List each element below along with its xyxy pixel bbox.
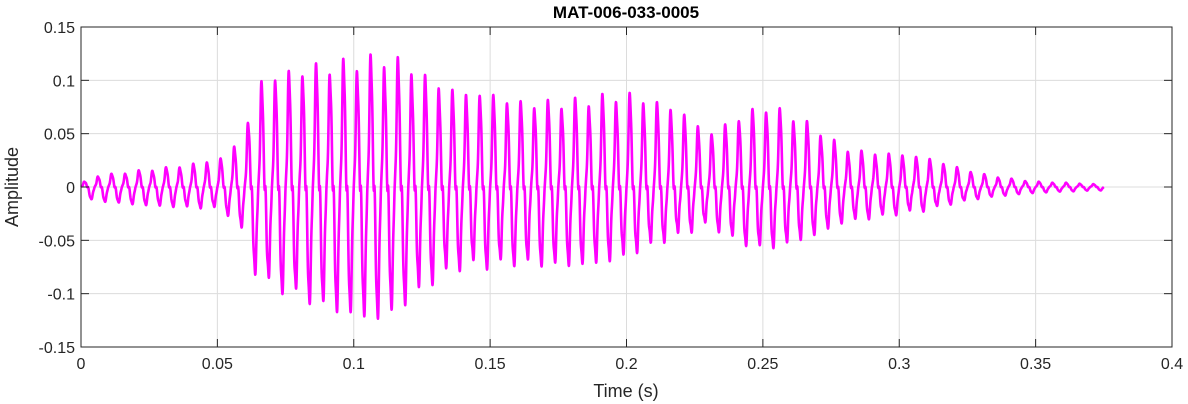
chart-title: MAT-006-033-0005	[553, 3, 699, 22]
y-tick-label: 0.15	[44, 20, 75, 37]
y-tick-label: -0.1	[47, 287, 75, 304]
x-tick-label: 0.35	[1020, 356, 1051, 373]
y-tick-label: 0	[66, 180, 75, 197]
x-tick-label: 0.25	[747, 356, 778, 373]
x-tick-label: 0.15	[475, 356, 506, 373]
x-axis-label: Time (s)	[593, 381, 658, 401]
x-tick-label: 0.05	[202, 356, 233, 373]
x-tick-labels: 0 0.05 0.1 0.15 0.2 0.25 0.3 0.35 0.4	[77, 356, 1184, 373]
x-tick-label: 0	[77, 356, 86, 373]
y-tick-label: 0.1	[53, 73, 75, 90]
y-tick-label: -0.05	[39, 233, 76, 250]
x-tick-label: 0.2	[615, 356, 637, 373]
series-group	[79, 53, 1105, 321]
y-tick-label: -0.15	[39, 340, 76, 357]
x-tick-label: 0.4	[1161, 356, 1183, 373]
x-tick-label: 0.3	[888, 356, 910, 373]
x-tick-label: 0.1	[343, 356, 365, 373]
series-line	[79, 53, 1105, 321]
y-tick-labels: -0.15 -0.1 -0.05 0 0.05 0.1 0.15	[39, 20, 76, 357]
ticks	[80, 26, 1173, 348]
y-tick-label: 0.05	[44, 127, 75, 144]
y-axis-label: Amplitude	[2, 147, 22, 227]
